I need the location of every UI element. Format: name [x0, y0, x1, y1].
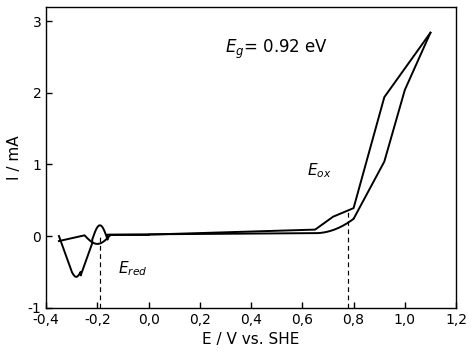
Text: $E_\mathregular{red}$: $E_\mathregular{red}$: [118, 259, 147, 278]
X-axis label: E / V vs. SHE: E / V vs. SHE: [202, 332, 300, 347]
Text: $E_g$= 0.92 eV: $E_g$= 0.92 eV: [226, 38, 328, 62]
Y-axis label: I / mA: I / mA: [7, 135, 22, 179]
Text: $E_\mathregular{ox}$: $E_\mathregular{ox}$: [308, 161, 332, 180]
